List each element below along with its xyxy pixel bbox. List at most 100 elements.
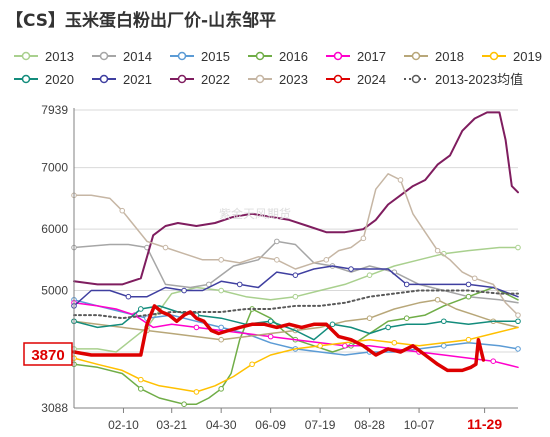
- legend-marker-2017: [333, 51, 343, 61]
- legend-label-2020: 2020: [45, 72, 74, 87]
- series-point-2018: [218, 336, 224, 343]
- legend-marker-2014: [99, 51, 109, 61]
- legend-label-2013: 2013: [45, 49, 74, 64]
- series-point-2019: [317, 343, 323, 349]
- series-point-2021: [465, 281, 472, 288]
- legend-marker-2024: [333, 74, 343, 84]
- series-point-2020: [515, 318, 521, 325]
- series-point-2019: [249, 361, 255, 368]
- x-tick-label: 11-29: [467, 416, 502, 432]
- series-line-2013-2023均值: [73, 289, 519, 320]
- series-point-2020: [440, 318, 447, 325]
- series-point-2016: [403, 315, 410, 321]
- legend-label-2022: 2022: [201, 72, 230, 87]
- series-point-2019: [193, 389, 200, 395]
- series-point-2018: [366, 315, 373, 321]
- legend-marker-2022: [177, 74, 187, 84]
- legend-marker-2021: [99, 74, 109, 84]
- current-value-callout: 3870: [23, 342, 73, 366]
- legend-marker-2019: [489, 51, 499, 61]
- series-point-2015: [218, 324, 224, 331]
- series-point-2013: [515, 244, 521, 251]
- series-line-2020: [73, 305, 519, 341]
- legend-marker-2015: [177, 51, 187, 61]
- y-tick-label: 3088: [41, 401, 68, 415]
- series-point-2014: [274, 238, 280, 245]
- series-point-2021: [292, 272, 299, 278]
- watermark: 紫金天风期货: [219, 206, 291, 221]
- series-point-2023: [119, 207, 126, 214]
- series-line-2024: [72, 304, 486, 373]
- current-value-label: 3870: [31, 347, 64, 364]
- series-point-2013: [218, 287, 224, 294]
- series-point-2016: [218, 386, 224, 392]
- series-point-2021: [236, 281, 243, 288]
- series-point-2017: [490, 358, 497, 364]
- series-point-2015: [440, 343, 447, 349]
- series-point-2013: [292, 293, 299, 300]
- y-tick-label: 6000: [41, 222, 68, 236]
- legend-marker-2018: [411, 51, 421, 61]
- series-point-2020: [137, 306, 144, 312]
- series-point-2023: [471, 275, 478, 282]
- legend-label-2017: 2017: [357, 49, 386, 64]
- series-point-2023: [515, 312, 521, 318]
- legend: 2013 2014 2015 2016 2017 2018 2019 2020 2021 2022…: [14, 49, 542, 87]
- series-point-2015: [515, 346, 521, 352]
- series-point-2019: [391, 339, 398, 346]
- series-point-2023: [162, 244, 169, 251]
- x-tick-label: 10-07: [404, 418, 435, 432]
- legend-label-2014: 2014: [123, 49, 152, 64]
- legend-marker-2013-2023均值: [411, 74, 421, 84]
- series-line-2022: [73, 111, 519, 286]
- x-tick-label: 07-19: [305, 418, 336, 432]
- series-point-2023: [397, 177, 404, 183]
- legend-marker-2023: [255, 74, 265, 84]
- legend-label-2023: 2023: [279, 72, 308, 87]
- series-line-2018: [73, 299, 519, 341]
- series-point-2017: [193, 324, 200, 331]
- y-tick-label: 7000: [41, 161, 68, 175]
- series-point-2021: [125, 293, 132, 300]
- series-line-2016: [73, 286, 519, 405]
- series-point-2013: [366, 272, 373, 278]
- y-tick-label: 5000: [41, 284, 68, 298]
- x-tick-label: 08-28: [354, 418, 385, 432]
- series-point-2019: [465, 336, 472, 343]
- legend-marker-2016: [255, 51, 265, 61]
- series-point-2020: [329, 321, 336, 328]
- series-point-2020: [267, 318, 274, 325]
- x-tick-label: 02-10: [108, 418, 139, 432]
- legend-label-2021: 2021: [123, 72, 152, 87]
- series-line-2017: [73, 302, 519, 369]
- series-point-2023: [434, 247, 441, 254]
- axes: 30884000500060007000793902-1003-2104-300…: [41, 103, 518, 432]
- series-point-2016: [465, 293, 472, 300]
- legend-label-2018: 2018: [435, 49, 464, 64]
- legend-marker-2020: [21, 74, 31, 84]
- legend-label-2024: 2024: [357, 72, 386, 87]
- legend-label-2015: 2015: [201, 49, 230, 64]
- series-line-2014: [73, 240, 519, 304]
- y-tick-label: 7939: [41, 103, 68, 117]
- series-line-2019: [73, 326, 519, 393]
- legend-label-2016: 2016: [279, 49, 308, 64]
- series-point-2017: [267, 333, 274, 340]
- series-line-2021: [73, 265, 519, 307]
- series-point-2023: [360, 235, 367, 242]
- legend-marker-2013: [21, 51, 31, 61]
- series-point-2020: [385, 324, 391, 331]
- chart-title: 【CS】玉米蛋白粉出厂价-山东邹平: [6, 11, 277, 31]
- x-tick-label: 03-21: [156, 418, 187, 432]
- series-point-2016: [137, 386, 144, 392]
- series-point-2017: [342, 343, 348, 349]
- series-point-2019: [137, 376, 144, 383]
- series-line-2013: [73, 246, 519, 353]
- series-point-2023: [218, 257, 224, 263]
- series-point-2018: [434, 296, 441, 303]
- legend-label-2013-2023均值: 2013-2023均值: [435, 72, 523, 87]
- x-tick-label: 04-30: [206, 418, 237, 432]
- series-point-2021: [403, 281, 410, 288]
- series-point-2023: [323, 257, 330, 263]
